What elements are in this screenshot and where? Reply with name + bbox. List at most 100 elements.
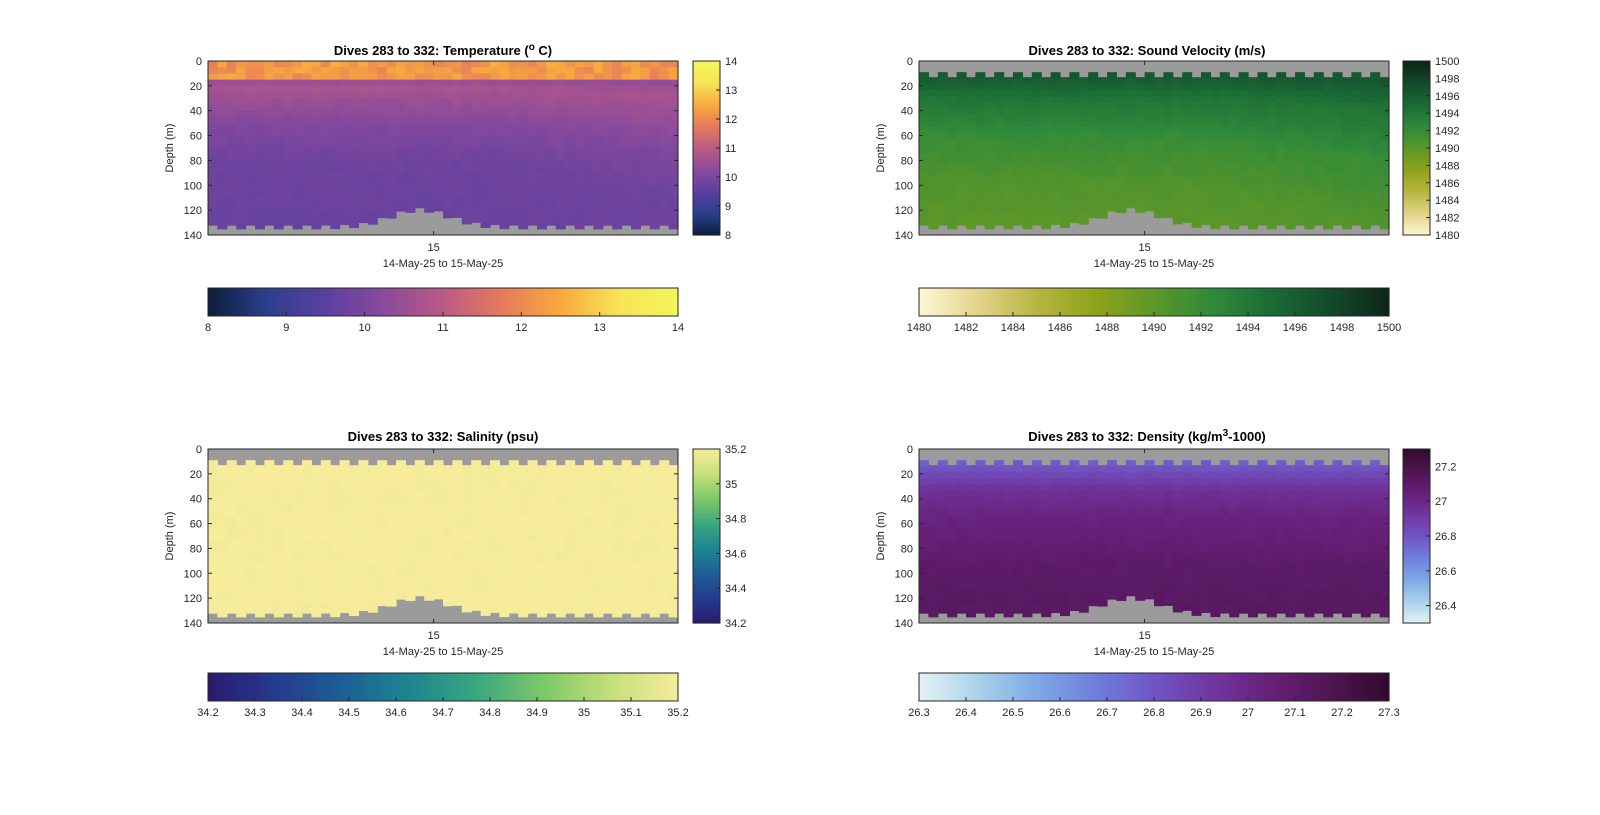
temperature-x-tick-label: 15 <box>427 242 439 254</box>
temperature-cell <box>649 160 660 168</box>
salinity-cell <box>584 603 594 610</box>
temperature-cell <box>302 191 312 199</box>
sound-velocity-cell <box>1013 184 1023 191</box>
temperature-dive-column <box>320 61 331 226</box>
temperature-cell <box>574 85 585 93</box>
salinity-cell <box>565 603 576 610</box>
sound-velocity-cell <box>1201 121 1211 129</box>
density-cell <box>984 527 995 535</box>
sound-velocity-side-colorbar-swatch <box>1403 153 1430 158</box>
temperature-cell <box>480 197 491 205</box>
salinity-cell <box>255 471 265 479</box>
sound-velocity-bottom-colorbar-swatch <box>997 288 1002 316</box>
sound-velocity-cell <box>1097 170 1108 178</box>
salinity-side-colorbar-swatch <box>693 495 720 499</box>
salinity-cell <box>452 509 463 517</box>
salinity-cell <box>565 522 576 530</box>
density-cell <box>947 508 958 516</box>
sound-velocity-cell <box>984 89 995 97</box>
sound-velocity-cell <box>1304 108 1315 116</box>
salinity-cell <box>490 609 500 613</box>
sound-velocity-cell <box>1229 145 1240 153</box>
salinity-dive-column <box>527 460 538 614</box>
sound-velocity-cell <box>1022 102 1033 109</box>
temperature-cell <box>236 210 247 217</box>
salinity-cell <box>527 572 538 579</box>
salinity-cell <box>433 528 444 536</box>
sound-velocity-cell <box>928 114 939 122</box>
sound-velocity-cell <box>1238 140 1249 148</box>
temperature-cell <box>226 185 237 193</box>
salinity-cell <box>302 503 312 511</box>
salinity-dive-column <box>264 460 275 614</box>
sound-velocity-cell <box>1342 176 1352 184</box>
density-cell <box>937 528 948 536</box>
salinity-cell <box>433 478 444 486</box>
sound-velocity-cell <box>1323 189 1334 196</box>
salinity-cell <box>471 509 482 517</box>
sound-velocity-cell <box>994 84 1005 92</box>
sound-velocity-cell <box>1107 78 1117 86</box>
temperature-cell <box>283 154 294 162</box>
salinity-cell <box>602 509 613 517</box>
density-cell <box>994 559 1005 567</box>
sound-velocity-side-colorbar-swatch <box>1403 95 1430 100</box>
salinity-cell <box>236 539 247 547</box>
density-cell <box>1013 491 1023 499</box>
salinity-cell <box>217 483 228 491</box>
temperature-cell <box>546 104 557 112</box>
salinity-cell <box>668 483 679 491</box>
salinity-cell <box>405 465 416 472</box>
temperature-cell <box>452 160 463 168</box>
temperature-cell <box>330 85 341 93</box>
salinity-bottom-colorbar-swatch <box>474 673 479 701</box>
temperature-cell <box>508 148 519 155</box>
temperature-cell <box>593 160 604 168</box>
sound-velocity-bottom-colorbar-label: 1492 <box>1189 322 1213 334</box>
temperature-cell <box>358 216 369 224</box>
temperature-cell <box>640 73 651 81</box>
sound-velocity-cell <box>1248 157 1258 165</box>
density-cell <box>1013 547 1023 554</box>
sound-velocity-cell <box>1351 128 1362 135</box>
salinity-bottom-colorbar-swatch <box>368 673 374 701</box>
sound-velocity-cell <box>1069 140 1080 148</box>
salinity-cell <box>349 527 359 535</box>
density-cell <box>1003 483 1014 491</box>
sound-velocity-cell <box>984 83 995 91</box>
temperature-cell <box>292 67 303 75</box>
sound-velocity-cell <box>1219 128 1230 135</box>
salinity-cell <box>386 514 397 522</box>
salinity-cell <box>349 471 359 479</box>
temperature-cell <box>499 61 510 68</box>
temperature-cell <box>433 79 444 87</box>
salinity-cell <box>424 577 435 584</box>
temperature-cell <box>339 222 350 226</box>
temperature-bottom-colorbar-swatch <box>368 288 374 316</box>
temperature-cell <box>236 197 247 205</box>
temperature-bottom-colorbar-swatch <box>255 288 260 316</box>
salinity-cell <box>396 584 406 592</box>
temperature-cell <box>386 154 397 162</box>
sound-velocity-cell <box>1342 207 1352 215</box>
temperature-cell <box>546 216 557 224</box>
temperature-cell <box>292 135 303 143</box>
density-cell <box>1003 508 1014 516</box>
temperature-cell <box>273 197 284 205</box>
sound-velocity-cell <box>956 121 967 129</box>
sound-velocity-cell <box>1013 177 1023 185</box>
sound-velocity-cell <box>975 140 986 148</box>
sound-velocity-cell <box>1266 151 1277 159</box>
salinity-cell <box>584 485 594 492</box>
temperature-cell <box>565 85 576 93</box>
sound-velocity-cell <box>1116 207 1127 213</box>
temperature-cell <box>649 129 660 137</box>
temperature-cell <box>311 61 322 68</box>
salinity-cell <box>621 534 632 542</box>
sound-velocity-dive-column <box>1379 77 1390 230</box>
salinity-cell <box>330 545 341 553</box>
salinity-bottom-colorbar-swatch <box>278 673 284 701</box>
salinity-cell <box>320 584 331 592</box>
sound-velocity-bottom-colorbar-swatch <box>1342 288 1347 316</box>
salinity-cell <box>537 496 547 504</box>
